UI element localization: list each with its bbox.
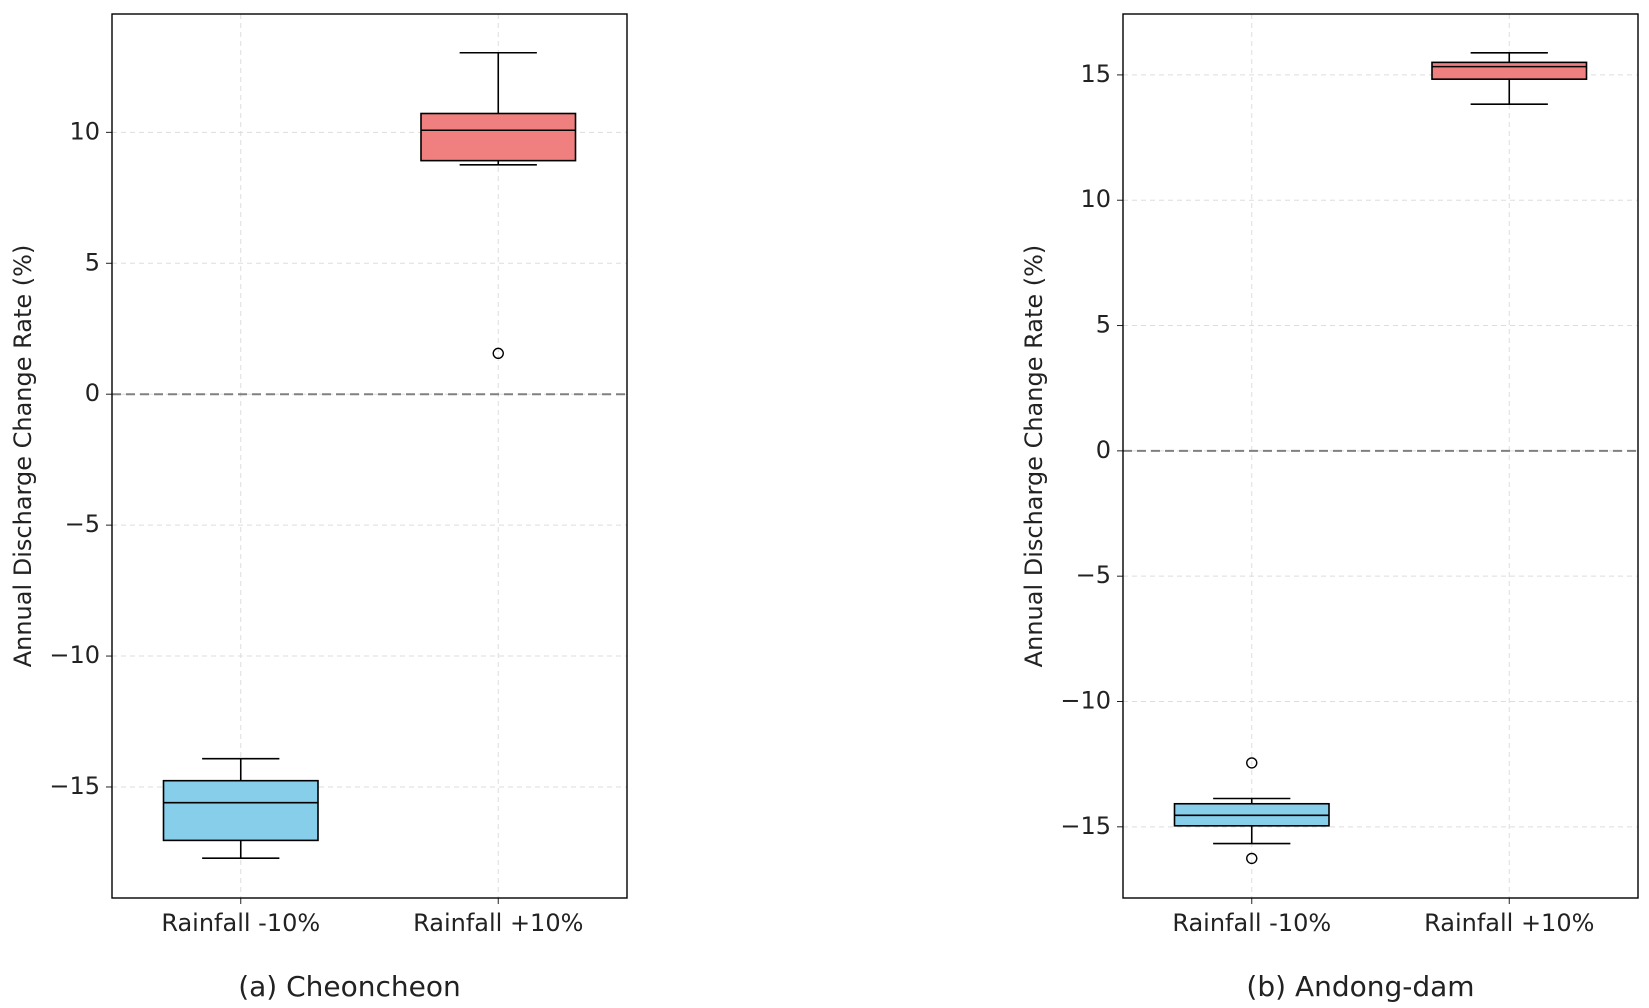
chart-caption: (b) Andong-dam: [1246, 970, 1474, 1003]
y-tick-label: −10: [49, 641, 100, 669]
y-tick-label: 5: [1096, 311, 1111, 339]
y-tick-label: −15: [1060, 812, 1111, 840]
y-axis-label: Annual Discharge Change Rate (%): [9, 245, 37, 668]
flier: [492, 347, 504, 360]
y-tick-label: −10: [1060, 686, 1111, 714]
y-tick-label: 0: [1096, 436, 1111, 464]
flier: [1246, 852, 1258, 865]
y-tick-label: −5: [1076, 561, 1111, 589]
y-tick-label: −15: [49, 772, 100, 800]
x-tick-label: Rainfall -10%: [161, 909, 320, 937]
y-tick-label: 10: [1080, 185, 1111, 213]
y-tick-label: 5: [85, 248, 100, 276]
y-axis-label: Annual Discharge Change Rate (%): [1020, 245, 1048, 668]
y-tick-label: −5: [65, 510, 100, 538]
box: [162, 779, 319, 842]
flier: [1246, 757, 1258, 769]
y-tick-label: 0: [85, 379, 100, 407]
box: [420, 112, 577, 162]
chart-caption: (a) Cheoncheon: [238, 970, 461, 1003]
plot-frame: [1122, 13, 1639, 899]
y-tick-label: 15: [1080, 60, 1111, 88]
y-tick-label: 10: [69, 117, 100, 145]
x-tick-label: Rainfall -10%: [1172, 909, 1331, 937]
plot-frame: [111, 13, 628, 899]
x-tick-label: Rainfall +10%: [413, 909, 583, 937]
box: [1431, 61, 1588, 80]
x-tick-label: Rainfall +10%: [1424, 909, 1594, 937]
